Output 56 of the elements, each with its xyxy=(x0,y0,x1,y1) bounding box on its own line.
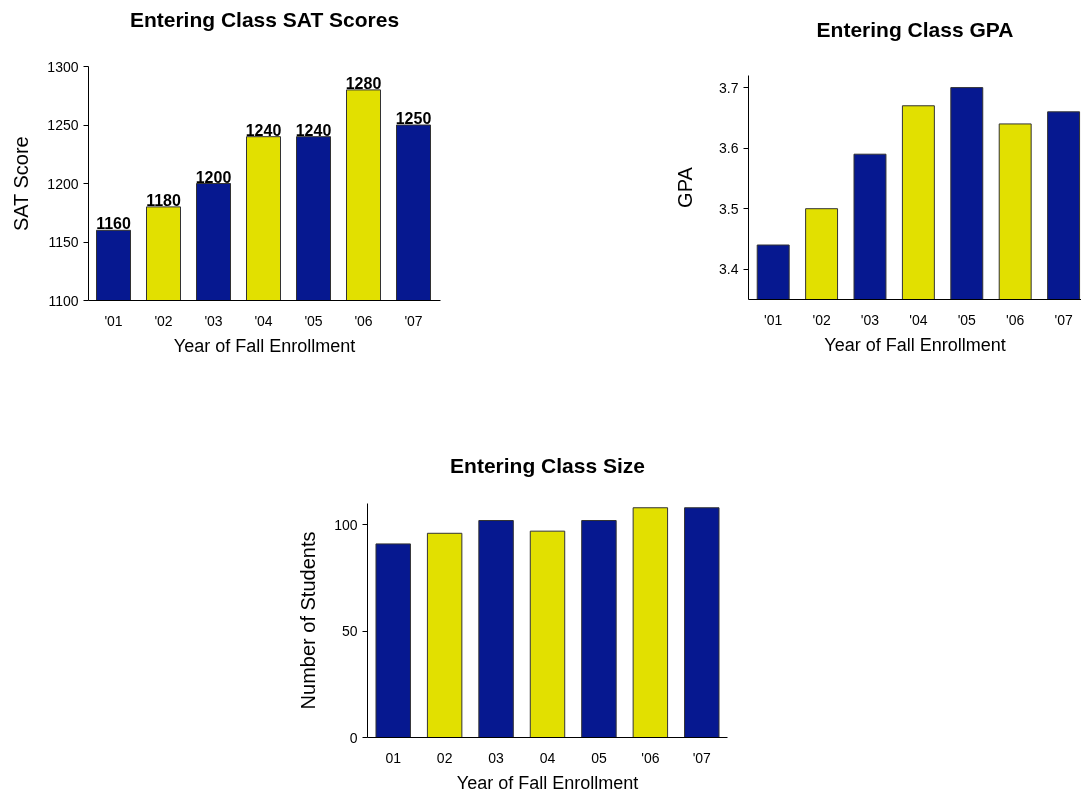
y-tick-label: 1100 xyxy=(48,292,79,309)
y-tick-label: 1150 xyxy=(48,234,79,250)
data-label: 1240 xyxy=(245,121,282,139)
x-tick-label: '06 xyxy=(641,749,660,766)
x-axis-title: Year of Fall Enrollment xyxy=(824,334,1006,355)
y-tick-label: 3.6 xyxy=(719,140,739,157)
data-label: 1180 xyxy=(146,191,181,209)
y-tick-label: 0 xyxy=(349,729,358,746)
bar xyxy=(632,507,669,738)
x-tick-label: 04 xyxy=(539,749,556,766)
y-tick-label: 3.7 xyxy=(719,79,739,96)
x-tick-label: '06 xyxy=(354,312,373,329)
x-tick-label: 03 xyxy=(488,749,505,766)
x-tick-label: '05 xyxy=(957,311,977,328)
x-tick-label: '02 xyxy=(154,312,173,329)
y-axis-title: GPA xyxy=(674,166,697,208)
x-tick-label: 05 xyxy=(591,749,607,766)
x-tick-label: '03 xyxy=(204,312,223,329)
x-tick-label: '01 xyxy=(104,312,123,329)
bar xyxy=(529,530,566,738)
y-tick-label: 50 xyxy=(341,623,358,640)
x-tick-label: '01 xyxy=(764,311,783,328)
chart-title: Entering Class SAT Scores xyxy=(129,8,400,31)
x-tick-label: '06 xyxy=(1006,311,1025,328)
bar xyxy=(375,543,411,738)
x-axis-title: Year of Fall Enrollment xyxy=(456,772,639,793)
data-label: 1280 xyxy=(345,74,382,92)
chart-title: Entering Class Size xyxy=(450,454,645,477)
data-label: 1200 xyxy=(195,168,232,186)
y-tick-label: 3.4 xyxy=(719,261,739,278)
x-tick-label: 02 xyxy=(436,749,453,766)
y-tick-label: 1300 xyxy=(47,58,79,75)
y-axis-title: SAT Score xyxy=(10,136,33,232)
x-tick-label: '07 xyxy=(404,312,423,329)
y-tick-label: 1200 xyxy=(47,175,79,192)
data-label: 1240 xyxy=(295,121,332,139)
x-tick-label: '03 xyxy=(860,311,880,328)
x-tick-label: '02 xyxy=(812,311,831,328)
x-tick-label: 01 xyxy=(385,749,402,766)
data-label: 1250 xyxy=(395,110,432,127)
bar xyxy=(684,507,720,738)
x-tick-label: '05 xyxy=(304,312,323,329)
data-label: 1160 xyxy=(96,215,131,233)
x-tick-label: '07 xyxy=(692,749,712,766)
y-axis-title: Number of Students xyxy=(297,531,320,710)
y-tick-label: 1250 xyxy=(47,117,79,133)
chart-title: Entering Class GPA xyxy=(816,18,1014,41)
y-tick-label: 3.5 xyxy=(719,200,739,217)
x-axis-title: Year of Fall Enrollment xyxy=(173,335,356,356)
bar xyxy=(581,520,617,738)
x-tick-label: '07 xyxy=(1054,311,1073,328)
bar xyxy=(478,520,514,738)
bar xyxy=(426,532,463,738)
y-tick-label: 100 xyxy=(334,516,358,533)
x-tick-label: '04 xyxy=(254,312,273,329)
x-tick-label: '04 xyxy=(909,311,928,328)
